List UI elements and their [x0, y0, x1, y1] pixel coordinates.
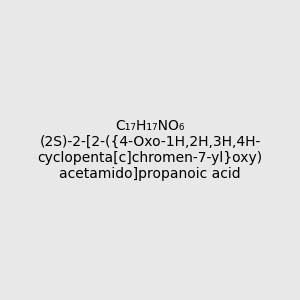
- Text: C₁₇H₁₇NO₆
(2S)-2-[2-({4-Oxo-1H,2H,3H,4H-
cyclopenta[c]chromen-7-yl}oxy)
acetamid: C₁₇H₁₇NO₆ (2S)-2-[2-({4-Oxo-1H,2H,3H,4H-…: [38, 119, 262, 181]
